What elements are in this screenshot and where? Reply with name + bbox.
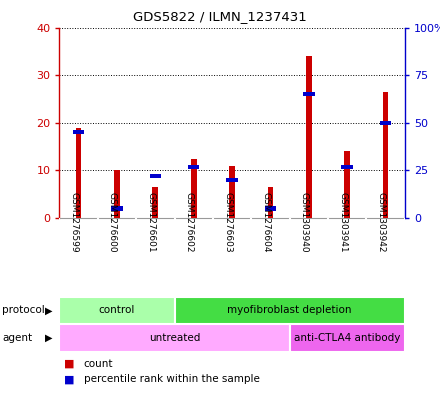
Text: control: control [99, 305, 135, 316]
Bar [265, 206, 276, 211]
Bar [59, 324, 290, 352]
Text: GSM1303941: GSM1303941 [338, 192, 347, 252]
Text: GDS5822 / ILMN_1237431: GDS5822 / ILMN_1237431 [133, 10, 307, 23]
Text: protocol: protocol [2, 305, 45, 316]
Bar [341, 165, 353, 169]
Text: ■: ■ [64, 358, 74, 369]
Text: anti-CTLA4 antibody: anti-CTLA4 antibody [294, 333, 400, 343]
Text: GSM1276599: GSM1276599 [70, 192, 79, 252]
Bar [306, 56, 312, 218]
Text: GSM1276604: GSM1276604 [261, 192, 271, 252]
Bar [229, 166, 235, 218]
Bar [150, 174, 161, 178]
Text: ▶: ▶ [44, 333, 52, 343]
Text: GSM1303940: GSM1303940 [300, 192, 309, 252]
Text: GSM1303942: GSM1303942 [377, 192, 385, 252]
Bar [111, 206, 123, 211]
Bar [191, 158, 197, 218]
Text: ▶: ▶ [44, 305, 52, 316]
Text: agent: agent [2, 333, 32, 343]
Bar [345, 151, 350, 218]
Bar [188, 165, 199, 169]
Text: untreated: untreated [149, 333, 200, 343]
Bar [226, 178, 238, 182]
Text: GSM1276602: GSM1276602 [185, 192, 194, 252]
Text: percentile rank within the sample: percentile rank within the sample [84, 374, 260, 384]
Bar [153, 187, 158, 218]
Bar [268, 187, 273, 218]
Text: GSM1276603: GSM1276603 [223, 192, 232, 252]
Bar [73, 130, 84, 134]
Text: GSM1276601: GSM1276601 [147, 192, 155, 252]
Bar [380, 121, 391, 125]
Text: GSM1276600: GSM1276600 [108, 192, 117, 252]
Text: count: count [84, 358, 113, 369]
Bar [59, 297, 175, 324]
Bar [76, 128, 81, 218]
Bar [290, 324, 405, 352]
Bar [175, 297, 405, 324]
Text: myofibroblast depletion: myofibroblast depletion [227, 305, 352, 316]
Bar [114, 171, 120, 218]
Bar [303, 92, 315, 96]
Text: ■: ■ [64, 374, 74, 384]
Bar [383, 92, 389, 218]
